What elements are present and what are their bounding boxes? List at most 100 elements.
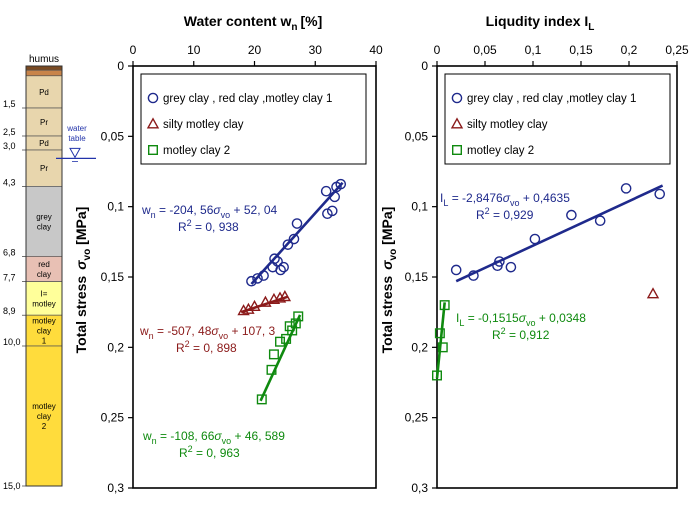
depth-label: 6,8 [3, 247, 16, 257]
depth-label: 7,7 [3, 273, 16, 283]
data-point [275, 264, 286, 276]
depth-label: 8,9 [3, 306, 16, 316]
trend-line [435, 302, 446, 379]
regression-equation: IL = -2,8476σvo + 0,4635 [440, 191, 570, 208]
layer-label: 2 [42, 422, 47, 431]
r-squared: R2 = 0,912 [492, 326, 550, 342]
y-tick-label: 0,25 [101, 411, 125, 425]
surface-label: humus [29, 54, 59, 65]
data-point [288, 233, 300, 245]
layer-label: Pr [40, 118, 48, 127]
soil-layer [25, 75, 63, 109]
data-point [437, 342, 448, 353]
regression-equation: IL = -0,1515σvo + 0,0348 [456, 311, 586, 328]
data-point [566, 209, 577, 221]
water-table-label: table [68, 134, 86, 143]
x-tick-label: 0 [130, 43, 137, 57]
x-tick-label: 0,05 [473, 43, 497, 57]
data-point [468, 270, 479, 281]
layer-label: 1 [42, 337, 47, 346]
chart-title: Water content wn [%] [184, 13, 323, 33]
soil-layer [25, 65, 63, 71]
data-point [146, 117, 160, 129]
regression-equation: wn = -108, 66σvo + 46, 589 [142, 429, 285, 446]
data-point [452, 144, 463, 155]
y-tick-label: 0,1 [411, 200, 428, 214]
data-point [594, 215, 606, 227]
x-tick-label: 0 [434, 43, 441, 57]
data-point [450, 264, 462, 276]
y-tick-label: 0,05 [405, 129, 429, 143]
data-point [432, 370, 443, 381]
y-tick-label: 0,1 [107, 200, 124, 214]
soil-layer [25, 69, 63, 77]
data-point [450, 117, 464, 129]
y-tick-label: 0,2 [107, 340, 124, 354]
data-point [147, 144, 158, 155]
data-point [434, 328, 445, 339]
data-point [439, 300, 450, 311]
data-point [147, 92, 159, 104]
layer-label: red [38, 260, 50, 269]
layer-label: Pd [39, 139, 49, 148]
data-point [266, 364, 277, 375]
data-point [278, 290, 292, 302]
legend: grey clay , red clay ,motley clay 1 silty… [140, 73, 367, 165]
data-point [258, 270, 269, 281]
x-tick-label: 0,2 [621, 43, 638, 57]
y-tick-label: 0,3 [107, 481, 124, 495]
data-point [646, 287, 660, 299]
data-point [256, 394, 267, 405]
x-tick-label: 10 [187, 43, 201, 57]
regression-equation: wn = -507, 48σvo + 107, 3 [139, 324, 276, 341]
layer-label: clay [37, 222, 51, 231]
x-tick-label: 30 [309, 43, 323, 57]
data-point [620, 183, 632, 194]
x-tick-label: 20 [248, 43, 262, 57]
data-point [451, 92, 463, 104]
trend-lines [435, 184, 664, 379]
legend-label: silty motley clay [163, 119, 244, 131]
data-point [320, 185, 332, 197]
water-table-label: water [66, 124, 87, 133]
trend-line [455, 184, 664, 283]
y-tick-label: 0 [117, 59, 124, 73]
depth-label: 3,0 [3, 141, 16, 151]
liquidity-index-chart: Liqudity index IL Total stressσvo[MPa] 0… [379, 13, 689, 495]
x-tick-label: 40 [369, 43, 383, 57]
y-tick-label: 0,05 [101, 129, 125, 143]
data-point [259, 295, 272, 307]
data-point [329, 191, 340, 203]
r-squared: R2 = 0, 898 [176, 339, 237, 355]
layer-label: Pr [40, 164, 48, 173]
legend-label: motley clay 2 [467, 145, 534, 157]
layer-label: motley [32, 402, 56, 411]
y-tick-label: 0 [421, 59, 428, 73]
depth-label: 4,3 [3, 177, 16, 187]
data-point [273, 291, 287, 303]
soil-profile: humusPdPrPdPrgreyclayredclayI=motleymotl… [3, 54, 96, 491]
y-axis-label: Total stressσvo[MPa] [73, 207, 93, 354]
y-tick-label: 0,15 [101, 270, 125, 284]
data-point [278, 261, 289, 273]
legend-label: grey clay , red clay ,motley clay 1 [467, 93, 636, 105]
r-squared: R2 = 0, 938 [178, 218, 239, 234]
data-point [494, 256, 505, 267]
water-content-chart: Water content wn [%] Total stressσvo[MPa]… [73, 13, 383, 495]
depth-label: 1,5 [3, 99, 16, 109]
data-point [293, 311, 304, 322]
data-point [275, 336, 286, 347]
data-point [269, 253, 280, 265]
data-point [237, 304, 250, 316]
data-point [529, 233, 541, 245]
depth-label: 15,0 [3, 481, 21, 491]
layer-label: clay [37, 327, 51, 336]
data-point [252, 273, 263, 284]
depth-label: 10,0 [3, 337, 21, 347]
data-point [326, 205, 338, 217]
legend-box [444, 73, 671, 165]
y-tick-label: 0,25 [405, 411, 429, 425]
chart-title: Liqudity index IL [486, 13, 595, 33]
